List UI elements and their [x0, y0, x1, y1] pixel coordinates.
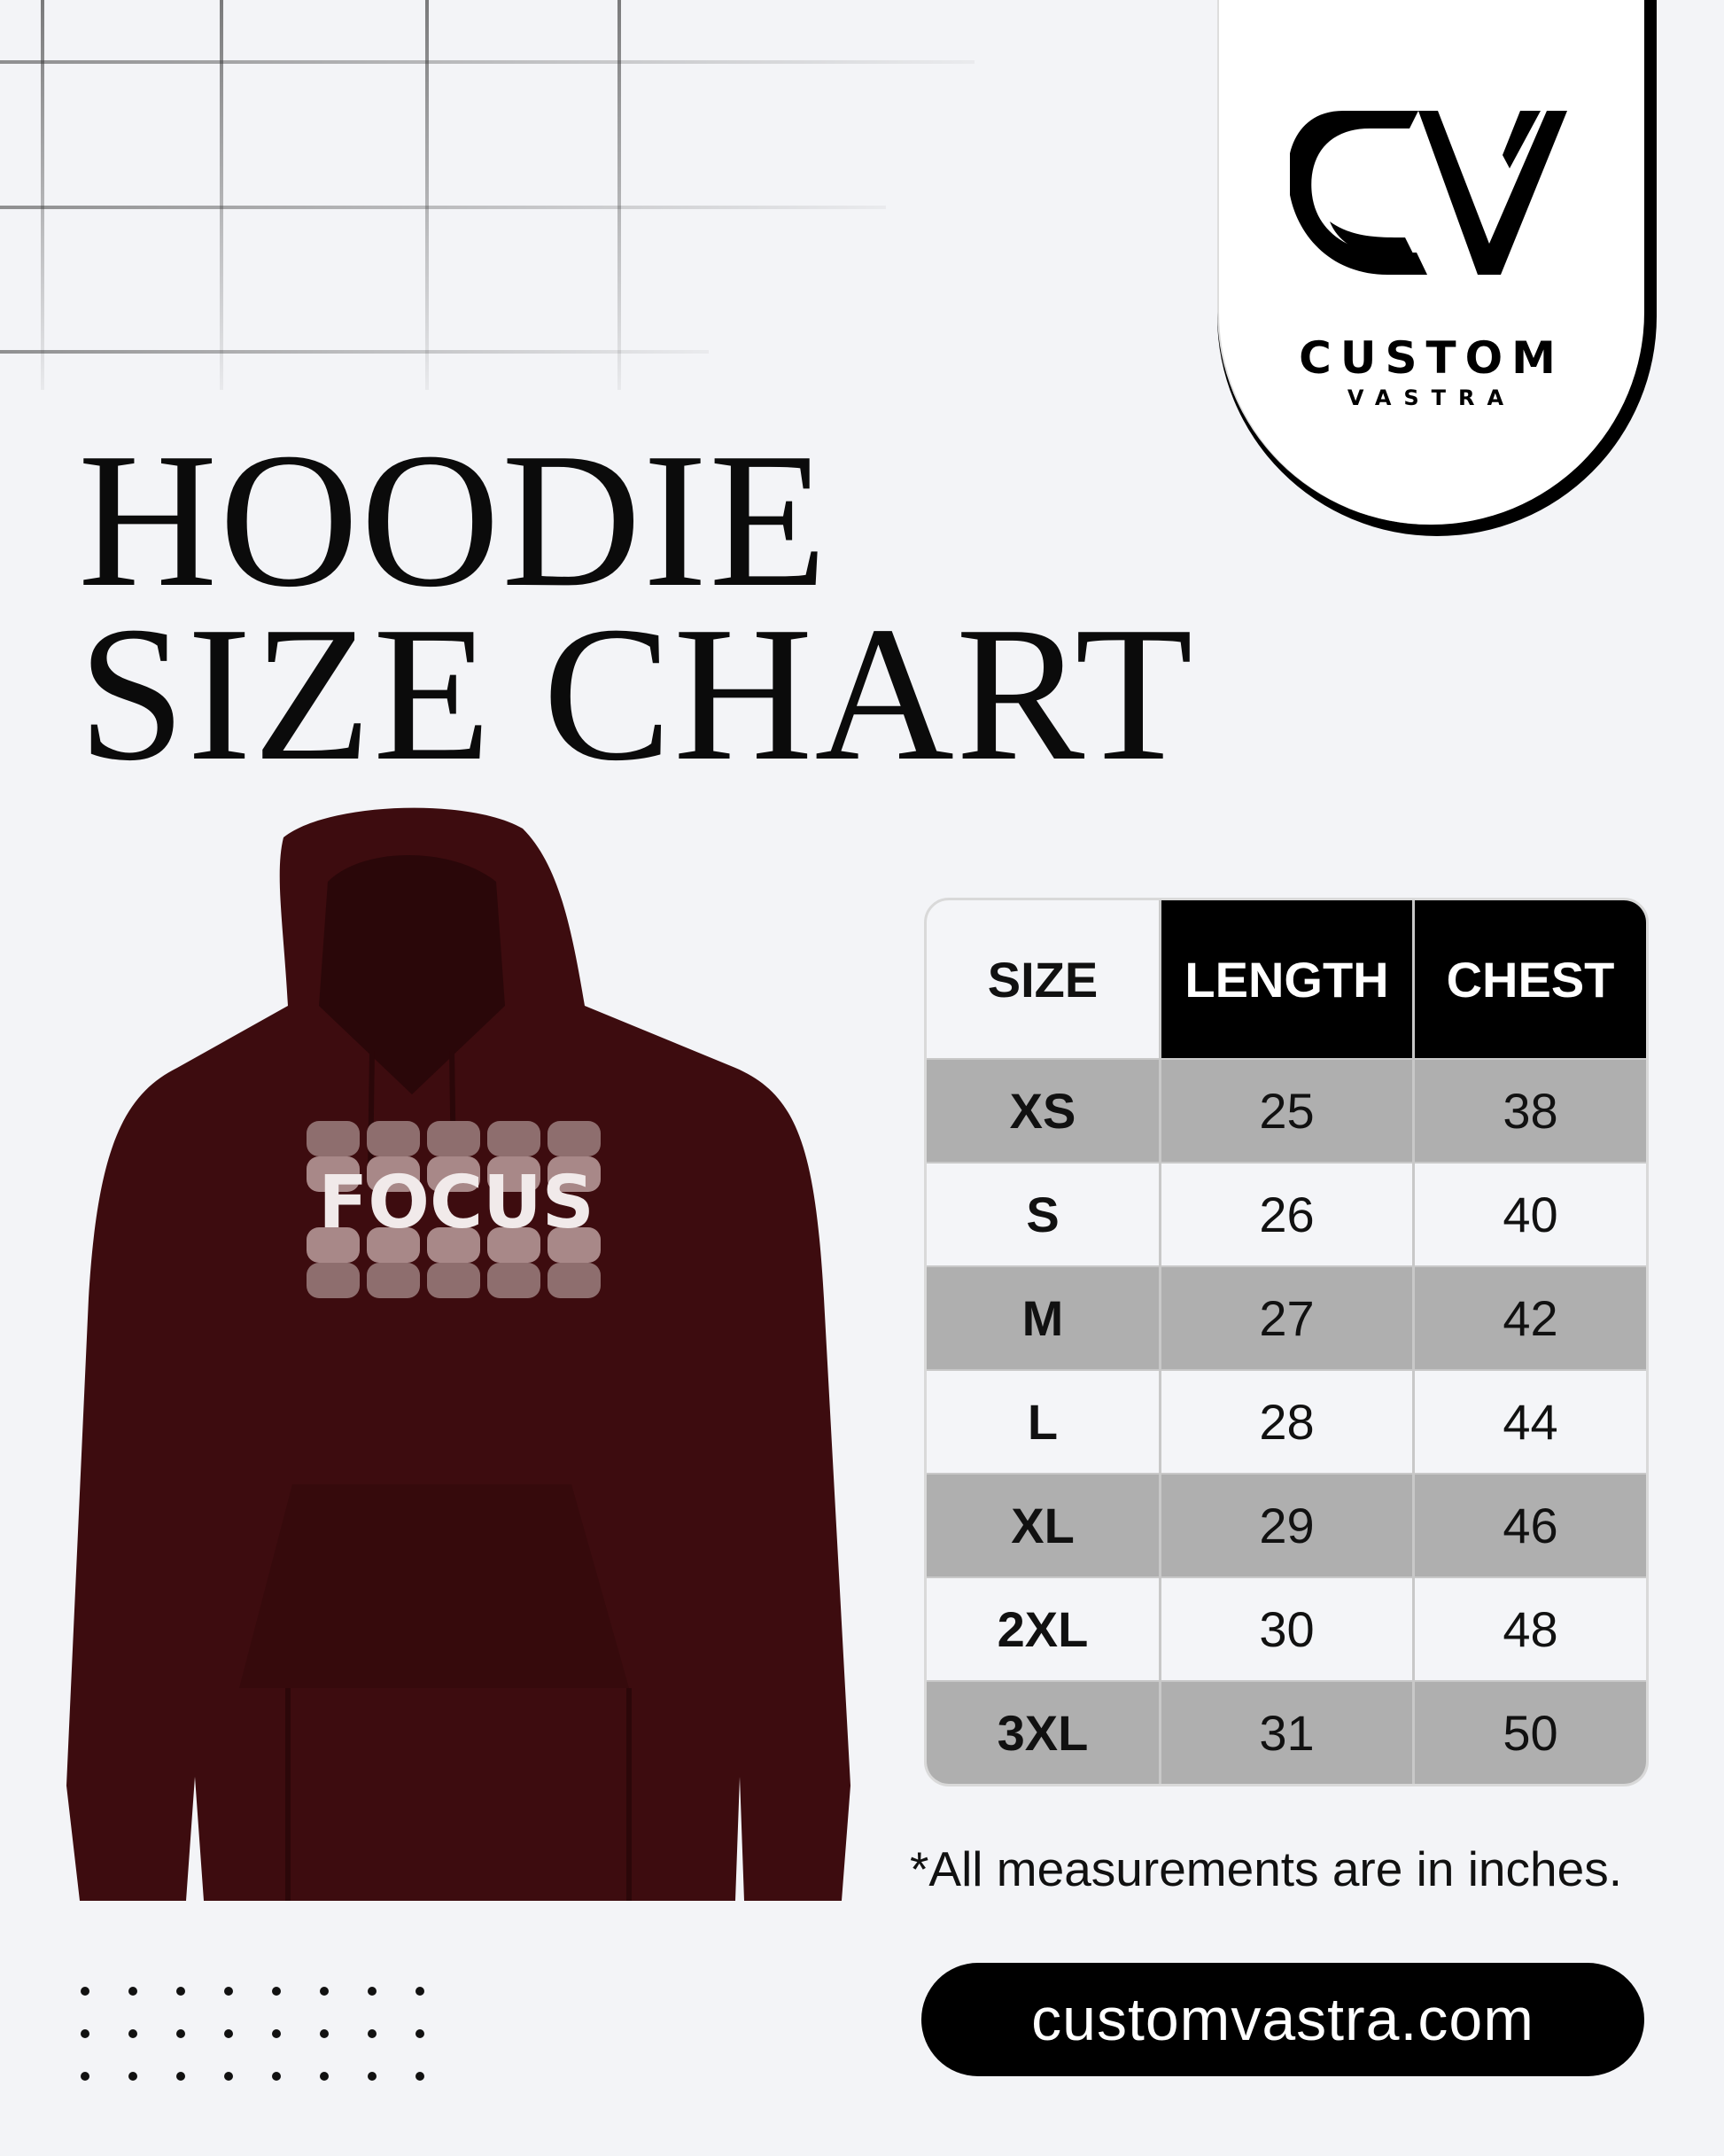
cell-length: 27	[1161, 1267, 1415, 1369]
print-echo-glyph	[547, 1121, 601, 1156]
cell-chest: 38	[1503, 1083, 1558, 1139]
table-row: XS 25 38	[927, 1058, 1646, 1162]
print-echo-glyph	[547, 1263, 601, 1298]
dot	[272, 2029, 281, 2038]
dot	[224, 2072, 233, 2081]
dot	[272, 2072, 281, 2081]
header-size: SIZE	[927, 900, 1161, 1058]
dot	[224, 1987, 233, 1996]
print-echo-glyph	[427, 1156, 480, 1192]
hoodie-image: FOCUS	[66, 807, 850, 1901]
brand-subname: VASTRA	[1347, 385, 1517, 410]
brand-name: CUSTOM	[1299, 332, 1565, 384]
cell-size: L	[927, 1371, 1161, 1473]
dot	[224, 2029, 233, 2038]
print-echo-layer	[307, 1121, 601, 1156]
cell-length: 25	[1161, 1060, 1415, 1162]
cell-size: 3XL	[927, 1682, 1161, 1784]
cell-chest: 48	[1503, 1601, 1558, 1657]
cell-size: XS	[927, 1060, 1161, 1162]
dot	[81, 1987, 89, 1996]
dot	[415, 1987, 424, 1996]
page-title: HOODIE SIZE CHART	[78, 414, 1195, 801]
table-row: 2XL 30 48	[927, 1576, 1646, 1680]
dot	[272, 1987, 281, 1996]
dot	[368, 2029, 377, 2038]
cell-chest: 42	[1503, 1290, 1558, 1346]
cell-length: 28	[1161, 1371, 1415, 1473]
dot	[81, 2029, 89, 2038]
header-chest: CHEST	[1415, 900, 1646, 1058]
print-echo-glyph	[487, 1227, 540, 1263]
dot	[320, 2072, 329, 2081]
dot	[320, 1987, 329, 1996]
cell-chest: 50	[1503, 1705, 1558, 1761]
header-length: LENGTH	[1161, 900, 1415, 1058]
dot	[176, 1987, 185, 1996]
print-echo-glyph	[547, 1156, 601, 1192]
print-echo-glyph	[367, 1156, 420, 1192]
print-echo-glyph	[307, 1156, 360, 1192]
table-row: M 27 42	[927, 1265, 1646, 1369]
table-row: 3XL 31 50	[927, 1680, 1646, 1784]
cell-chest: 40	[1503, 1187, 1558, 1242]
title-line-1: HOODIE	[78, 414, 829, 627]
print-echo-layer	[307, 1156, 601, 1192]
size-chart-table: SIZE LENGTH CHEST XS 25 38 S 26 40 M 27 42 L 28 44 X…	[924, 898, 1649, 1786]
print-echo-glyph	[427, 1263, 480, 1298]
cell-size: M	[927, 1267, 1161, 1369]
print-text-main: FOCUS	[318, 1161, 594, 1245]
dot	[415, 2029, 424, 2038]
print-echo-layers	[307, 1121, 601, 1298]
print-echo-glyph	[367, 1263, 420, 1298]
dot	[176, 2029, 185, 2038]
dot	[81, 2072, 89, 2081]
cell-length: 29	[1161, 1475, 1415, 1576]
print-echo-glyph	[367, 1227, 420, 1263]
dot	[176, 2072, 185, 2081]
cv-logo-icon	[1290, 111, 1567, 275]
print-echo-glyph	[427, 1227, 480, 1263]
print-echo-glyph	[547, 1227, 601, 1263]
table-row: XL 29 46	[927, 1473, 1646, 1576]
dot	[128, 2029, 137, 2038]
print-echo-glyph	[487, 1121, 540, 1156]
table-header: SIZE LENGTH CHEST	[927, 900, 1646, 1058]
dot	[320, 2029, 329, 2038]
website-link[interactable]: customvastra.com	[921, 1963, 1644, 2076]
cell-size: XL	[927, 1475, 1161, 1576]
print-echo-glyph	[487, 1156, 540, 1192]
cell-chest: 46	[1503, 1498, 1558, 1553]
dot	[368, 1987, 377, 1996]
print-echo-glyph	[307, 1263, 360, 1298]
cell-length: 26	[1161, 1164, 1415, 1265]
dot	[128, 2072, 137, 2081]
title-line-2: SIZE CHART	[78, 588, 1195, 801]
print-echo-glyph	[427, 1121, 480, 1156]
print-echo-layer	[307, 1263, 601, 1298]
brand-logo-badge: CUSTOM VASTRA	[1217, 0, 1657, 536]
print-echo-glyph	[367, 1121, 420, 1156]
cell-chest: 44	[1503, 1394, 1558, 1450]
dot	[368, 2072, 377, 2081]
print-echo-layer	[307, 1227, 601, 1263]
table-row: S 26 40	[927, 1162, 1646, 1265]
dot	[415, 2072, 424, 2081]
print-echo-glyph	[307, 1121, 360, 1156]
measurement-note: *All measurements are in inches.	[910, 1841, 1622, 1896]
cell-length: 30	[1161, 1578, 1415, 1680]
print-echo-glyph	[487, 1263, 540, 1298]
table-row: L 28 44	[927, 1369, 1646, 1473]
print-echo-glyph	[307, 1227, 360, 1263]
cell-length: 31	[1161, 1682, 1415, 1784]
cell-size: S	[927, 1164, 1161, 1265]
cell-size: 2XL	[927, 1578, 1161, 1680]
dot	[128, 1987, 137, 1996]
